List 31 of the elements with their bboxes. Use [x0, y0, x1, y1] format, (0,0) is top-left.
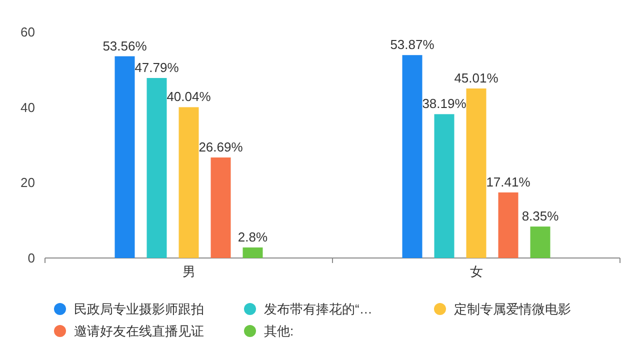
legend-label: 发布带有捧花的“… [264, 302, 372, 317]
y-tick-label: 0 [28, 250, 35, 266]
legend-label: 其他: [264, 324, 294, 339]
bar [210, 157, 231, 258]
x-tick-label: 男 [182, 264, 196, 279]
y-tick-label: 40 [20, 100, 35, 115]
legend-label: 定制专属爱情微电影 [454, 302, 571, 317]
data-label: 17.41% [486, 174, 531, 190]
data-label: 53.56% [102, 38, 148, 54]
bar [114, 56, 135, 258]
x-tick-label: 女 [470, 264, 483, 279]
y-tick-label: 60 [20, 24, 35, 40]
data-label: 40.04% [166, 89, 212, 104]
bar [466, 88, 486, 258]
legend-label: 邀请好友在线直播见证 [74, 324, 204, 339]
bar [434, 114, 454, 258]
data-label: 38.19% [422, 96, 467, 112]
bar [146, 78, 167, 258]
bar [242, 247, 263, 258]
data-label: 53.87% [390, 37, 435, 52]
legend-label: 民政局专业摄影师跟拍 [74, 302, 204, 317]
data-label: 47.79% [134, 60, 180, 75]
bar [498, 192, 518, 258]
bar [178, 107, 199, 258]
bar [530, 226, 550, 258]
data-label: 26.69% [198, 139, 244, 154]
data-label: 45.01% [454, 70, 499, 86]
y-tick-label: 20 [20, 175, 35, 190]
bar [402, 55, 422, 258]
data-label: 8.35% [522, 208, 560, 224]
data-label: 2.8% [238, 229, 268, 244]
